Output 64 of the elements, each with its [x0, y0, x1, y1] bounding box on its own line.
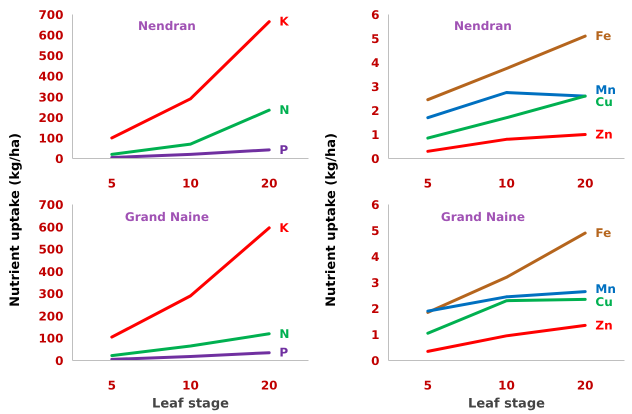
- y-tick-label: 500: [38, 242, 64, 257]
- x-tick-label: 20: [260, 378, 278, 392]
- series-label: P: [279, 346, 288, 360]
- y-tick-label: 0: [55, 152, 64, 166]
- y-tick-label: 2: [371, 104, 380, 118]
- y-tick-label: 6: [371, 198, 380, 212]
- x-tick-label: 5: [108, 176, 116, 190]
- y-tick-label: 600: [38, 220, 64, 234]
- y-tick-label: 4: [371, 56, 380, 70]
- series-label: Fe: [595, 29, 612, 44]
- series-label: Cu: [595, 95, 613, 110]
- y-tick-label: 0: [371, 152, 380, 166]
- x-tick-label: 10: [182, 378, 199, 392]
- y-tick-label: 4: [371, 250, 380, 264]
- y-tick-label: 300: [38, 287, 64, 302]
- text: Grand Naine: [440, 210, 525, 224]
- series-label: Zn: [595, 128, 613, 142]
- series-label: Fe: [595, 226, 612, 240]
- y-tick-label: 6: [371, 8, 380, 22]
- y-tick-label: 200: [38, 110, 64, 125]
- y-tick-label: 100: [38, 332, 64, 346]
- chart-title: Nendran: [138, 19, 196, 34]
- x-tick-label: 10: [498, 378, 515, 392]
- y-tick-label: 400: [38, 264, 64, 279]
- y-tick-label: 1: [371, 128, 380, 142]
- y-tick-label: 400: [38, 70, 64, 84]
- x-tick-label: 20: [576, 176, 594, 190]
- series-label: Mn: [595, 82, 616, 97]
- x-tick-label: 20: [260, 176, 278, 190]
- series-label: K: [279, 14, 290, 29]
- y-tick-label: 2: [371, 302, 380, 316]
- series-label: N: [279, 326, 290, 341]
- series-label: Mn: [595, 282, 616, 296]
- y-tick-label: 5: [371, 32, 380, 46]
- y-tick-label: 3: [371, 276, 380, 290]
- y-tick-label: 0: [55, 354, 64, 368]
- y-tick-label: 3: [371, 80, 380, 94]
- chart-title: Nendran: [454, 19, 512, 34]
- series-label: P: [279, 142, 288, 157]
- x-tick-label: 10: [182, 176, 199, 190]
- y-tick-label: 300: [38, 90, 64, 104]
- series-label: N: [279, 103, 290, 118]
- x-axis-title: Leaf stage: [152, 396, 230, 412]
- text: Grand Naine: [124, 210, 209, 224]
- y-axis-title: Nutrient uptake (kg/ha): [8, 133, 23, 307]
- y-tick-label: 700: [38, 198, 64, 212]
- y-tick-label: 600: [38, 28, 64, 43]
- series-label: Zn: [595, 318, 613, 332]
- series-label: K: [279, 220, 290, 235]
- x-tick-label: 5: [424, 378, 432, 392]
- x-tick-label: 5: [424, 176, 432, 190]
- y-tick-label: 1: [371, 328, 380, 342]
- y-tick-label: 200: [38, 309, 64, 324]
- y-tick-label: 700: [38, 8, 64, 22]
- x-axis-title: Leaf stage: [468, 396, 546, 412]
- x-tick-label: 10: [498, 176, 515, 190]
- y-tick-label: 500: [38, 49, 64, 64]
- y-axis-title: Nutrient uptake (kg/ha): [324, 133, 339, 307]
- y-tick-label: 5: [371, 224, 380, 238]
- y-tick-label: 0: [371, 354, 380, 368]
- series-label: Cu: [595, 295, 613, 310]
- x-tick-label: 20: [576, 378, 594, 392]
- y-tick-label: 100: [38, 131, 64, 146]
- x-tick-label: 5: [108, 378, 116, 392]
